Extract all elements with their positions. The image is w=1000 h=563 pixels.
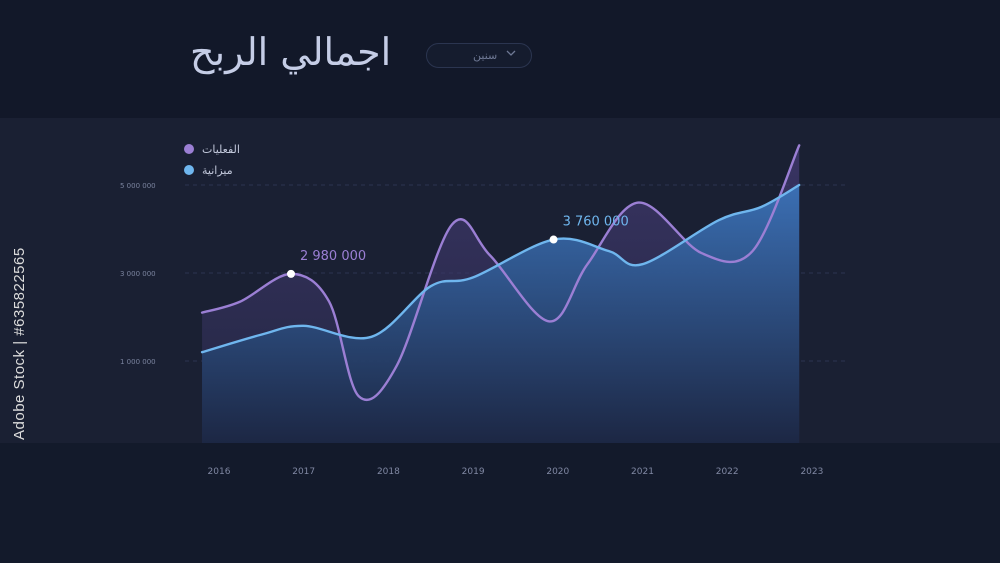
stock-id-text: Adobe Stock | #635822565 (11, 247, 28, 440)
x-tick-label: 2016 (208, 467, 231, 477)
point-marker-0 (286, 269, 295, 278)
series-line-actual (200, 144, 801, 402)
legend-label-budget: ميزانية (202, 163, 233, 177)
x-tick-label: 2017 (292, 467, 315, 477)
period-dropdown[interactable]: سنين (426, 43, 532, 68)
x-tick-label: 2022 (716, 467, 739, 477)
legend-item-actual: الفعليات (184, 142, 240, 156)
point-marker-1 (549, 235, 558, 244)
chevron-down-icon[interactable] (505, 47, 517, 62)
legend-label-actual: الفعليات (202, 142, 240, 156)
footer-band (0, 443, 1000, 563)
legend-item-budget: ميزانية (184, 163, 233, 177)
legend-dot-budget (184, 165, 194, 175)
data-label-0: 2 980 000 (300, 249, 366, 264)
y-tick-label: 3 000 000 (120, 270, 156, 278)
x-tick-label: 2020 (546, 467, 569, 477)
data-label-1: 3 760 000 (563, 215, 629, 230)
x-tick-label: 2021 (631, 467, 654, 477)
y-tick-label: 5 000 000 (120, 182, 156, 190)
dropdown-value: سنين (473, 49, 498, 62)
page-title: اجمالي الربح (190, 30, 392, 74)
x-tick-label: 2019 (462, 467, 485, 477)
x-tick-label: 2018 (377, 467, 400, 477)
legend-dot-actual (184, 144, 194, 154)
y-tick-label: 1 000 000 (120, 358, 156, 366)
x-tick-label: 2023 (800, 467, 823, 477)
series-line-budget (200, 183, 801, 354)
